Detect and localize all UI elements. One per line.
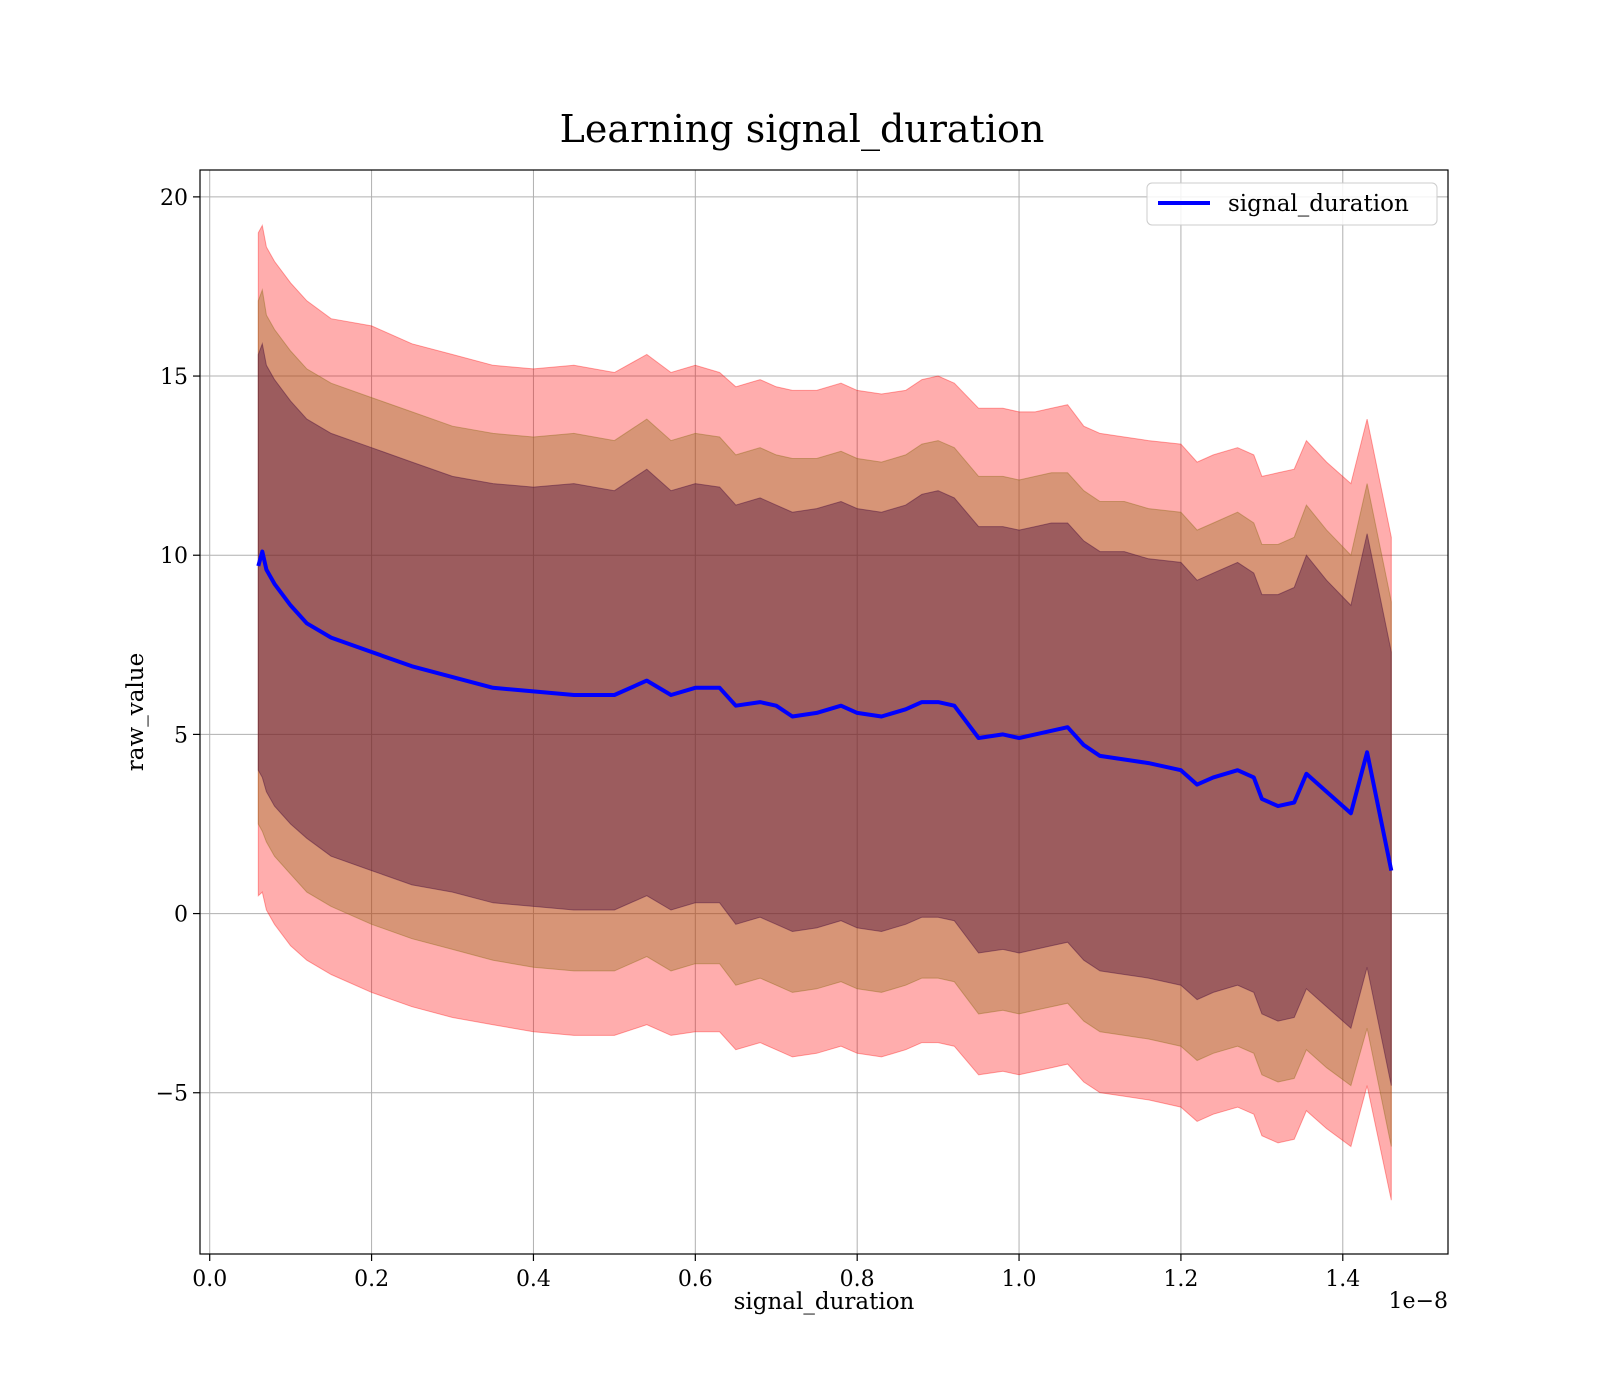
chart-title: Learning signal_duration xyxy=(560,107,1045,152)
legend-box xyxy=(1146,182,1438,226)
legend-entry: signal_duration xyxy=(1228,191,1409,217)
y-tick-label: 0 xyxy=(174,903,188,928)
plot-frame xyxy=(199,169,1449,1255)
x-axis-ticks: 0.0 0.2 0.4 0.6 0.8 1.0 1.2 1.4 xyxy=(192,1254,1360,1292)
x-tick-label: 0.8 xyxy=(840,1267,875,1292)
x-tick-label: 0.0 xyxy=(192,1267,227,1292)
confidence-bands xyxy=(257,224,1392,1201)
band-inner xyxy=(257,341,1392,1086)
x-tick-label: 1.2 xyxy=(1163,1267,1198,1292)
series-lines xyxy=(256,549,1394,872)
legend: signal_duration xyxy=(1146,182,1438,226)
y-tick-label: −5 xyxy=(156,1082,188,1107)
y-tick-label: 20 xyxy=(160,186,188,211)
x-tick-label: 1.0 xyxy=(1002,1267,1037,1292)
x-tick-label: 0.6 xyxy=(678,1267,713,1292)
x-axis-offset-text: 1e−8 xyxy=(1389,1289,1448,1314)
x-tick-label: 0.4 xyxy=(516,1267,551,1292)
y-tick-label: 5 xyxy=(174,723,188,748)
y-axis-ticks: −5 0 5 10 15 20 xyxy=(156,186,200,1107)
y-tick-label: 10 xyxy=(160,544,188,569)
y-tick-label: 15 xyxy=(160,365,188,390)
x-tick-label: 1.4 xyxy=(1325,1267,1360,1292)
series-line-signal-duration xyxy=(256,549,1394,872)
y-axis-label: raw_value xyxy=(123,653,149,771)
band-outer xyxy=(257,224,1392,1201)
x-tick-label: 0.2 xyxy=(354,1267,389,1292)
band-middle xyxy=(257,288,1392,1147)
x-axis-label: signal_duration xyxy=(734,1289,915,1315)
